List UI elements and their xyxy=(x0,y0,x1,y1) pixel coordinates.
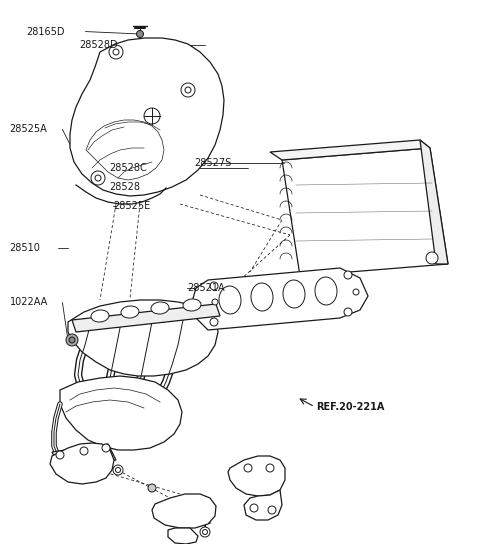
Circle shape xyxy=(148,484,156,492)
Text: 28528C: 28528C xyxy=(109,163,147,172)
Circle shape xyxy=(250,504,258,512)
Polygon shape xyxy=(420,140,448,264)
Polygon shape xyxy=(70,38,224,196)
Circle shape xyxy=(136,30,144,38)
Ellipse shape xyxy=(91,310,109,322)
Polygon shape xyxy=(270,140,430,160)
Circle shape xyxy=(426,252,438,264)
Text: 28521A: 28521A xyxy=(187,283,225,293)
Circle shape xyxy=(95,175,101,181)
Circle shape xyxy=(210,318,218,326)
Ellipse shape xyxy=(219,286,241,314)
Polygon shape xyxy=(50,443,114,484)
Text: 1022AA: 1022AA xyxy=(10,298,48,307)
Circle shape xyxy=(91,171,105,185)
Circle shape xyxy=(113,465,123,475)
Text: 28528: 28528 xyxy=(109,182,141,191)
Polygon shape xyxy=(282,148,448,276)
Circle shape xyxy=(266,464,274,472)
Text: 28510: 28510 xyxy=(10,243,40,252)
Polygon shape xyxy=(192,268,368,330)
Polygon shape xyxy=(244,490,282,520)
Text: 28165D: 28165D xyxy=(26,27,65,36)
Circle shape xyxy=(203,529,207,535)
Polygon shape xyxy=(152,494,216,528)
Circle shape xyxy=(185,87,191,93)
Polygon shape xyxy=(86,120,164,180)
Polygon shape xyxy=(68,300,218,376)
Ellipse shape xyxy=(251,283,273,311)
Ellipse shape xyxy=(151,302,169,314)
Text: REF.20-221A: REF.20-221A xyxy=(316,402,384,412)
Circle shape xyxy=(212,299,218,305)
Circle shape xyxy=(268,506,276,514)
Circle shape xyxy=(113,49,119,55)
Text: 28525E: 28525E xyxy=(113,201,150,211)
Circle shape xyxy=(244,464,252,472)
Polygon shape xyxy=(168,528,198,544)
Ellipse shape xyxy=(315,277,337,305)
Circle shape xyxy=(56,451,64,459)
Polygon shape xyxy=(52,444,116,468)
Circle shape xyxy=(353,289,359,295)
Circle shape xyxy=(116,467,120,473)
Circle shape xyxy=(144,108,160,124)
Circle shape xyxy=(69,337,75,343)
Ellipse shape xyxy=(121,306,139,318)
Circle shape xyxy=(200,527,210,537)
Circle shape xyxy=(181,83,195,97)
Text: 28527S: 28527S xyxy=(194,158,232,168)
Polygon shape xyxy=(60,376,182,450)
Circle shape xyxy=(344,271,352,279)
Circle shape xyxy=(109,45,123,59)
Text: 28528D: 28528D xyxy=(79,40,118,50)
Polygon shape xyxy=(72,304,220,332)
Ellipse shape xyxy=(183,299,201,311)
Circle shape xyxy=(66,334,78,346)
Ellipse shape xyxy=(283,280,305,308)
Circle shape xyxy=(80,447,88,455)
Polygon shape xyxy=(228,456,285,496)
Circle shape xyxy=(102,444,110,452)
Circle shape xyxy=(210,282,218,290)
Circle shape xyxy=(344,308,352,316)
Text: 28525A: 28525A xyxy=(10,125,48,134)
